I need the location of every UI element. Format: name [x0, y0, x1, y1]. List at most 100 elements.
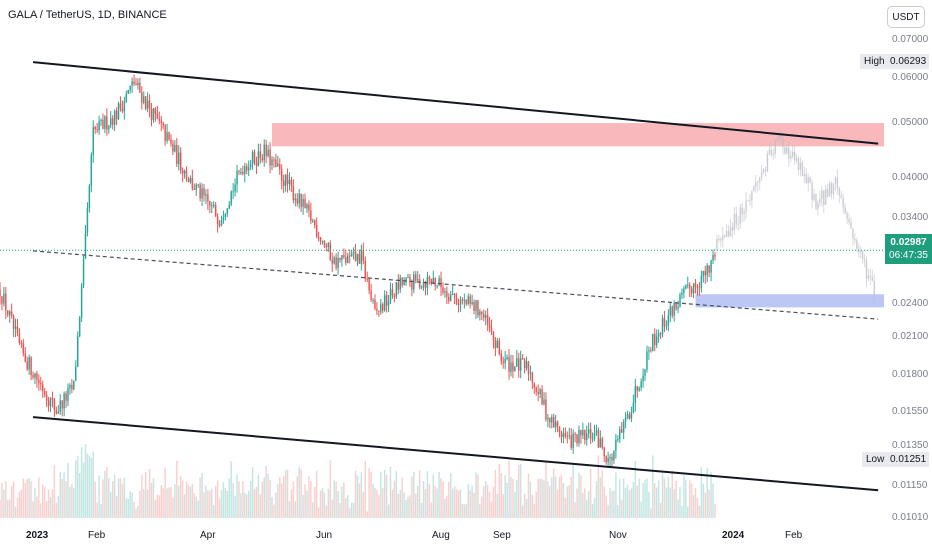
volume-bar	[16, 498, 19, 518]
volume-bar	[663, 478, 666, 518]
price-tick-label: 0.01800	[892, 369, 929, 381]
candle-body	[280, 169, 283, 181]
volume-bar	[622, 478, 625, 518]
volume-bar	[523, 493, 526, 518]
volume-bar	[185, 481, 188, 518]
volume-bar	[586, 499, 588, 518]
volume-bar	[556, 489, 559, 518]
volume-bar	[174, 484, 176, 518]
volume-bar	[277, 484, 279, 518]
volume-bar	[160, 485, 162, 518]
candle-body	[26, 361, 28, 370]
candle-body	[516, 358, 518, 367]
volume-bar	[53, 465, 56, 518]
candle-body	[284, 174, 287, 186]
candle-body	[88, 185, 91, 208]
candle-body	[486, 315, 489, 325]
volume-bar	[290, 489, 293, 518]
volume-bar	[34, 487, 36, 518]
candle-body	[354, 251, 357, 261]
volume-bar	[296, 476, 298, 518]
projection-candle-body	[836, 177, 839, 189]
candle-body	[164, 125, 166, 141]
volume-bar	[490, 501, 493, 518]
volume-bar	[626, 484, 629, 518]
current-price-value: 0.02987	[890, 237, 927, 248]
volume-bar	[702, 483, 705, 518]
candle-body	[642, 375, 644, 382]
volume-bar	[111, 481, 114, 518]
candle-body	[321, 240, 324, 242]
volume-bar	[434, 486, 436, 518]
volume-bar	[593, 498, 596, 518]
projection-candle-body	[776, 139, 778, 141]
volume-bar	[648, 492, 650, 518]
volume-bar	[628, 490, 631, 518]
volume-bar	[214, 485, 217, 518]
candle-body	[378, 310, 380, 312]
volume-bar	[197, 500, 199, 518]
candle-body	[317, 236, 320, 238]
projection-candle-body	[842, 197, 844, 208]
candle-body	[430, 279, 433, 283]
candle-body	[434, 277, 436, 286]
time-tick-label: Sep	[493, 530, 511, 541]
candle-body	[80, 285, 83, 318]
candle-body	[533, 382, 536, 388]
volume-bar	[73, 487, 75, 518]
candle-body	[543, 399, 545, 405]
volume-bar	[506, 482, 508, 518]
candle-body	[38, 379, 40, 383]
candle-body	[665, 325, 668, 327]
candle-body	[290, 179, 293, 187]
volume-bar	[420, 502, 423, 518]
candle-body	[418, 279, 421, 288]
candle-body	[652, 333, 654, 352]
volume-bar	[61, 479, 63, 518]
price-tick-label: 0.01150	[892, 479, 928, 491]
candle-body	[139, 82, 141, 93]
volume-bar	[687, 506, 689, 518]
volume-bar	[86, 453, 89, 518]
volume-bar	[71, 483, 73, 518]
candle-body	[269, 149, 271, 166]
volume-bar	[226, 490, 229, 518]
candle-body	[438, 278, 440, 286]
candle-body	[125, 93, 128, 102]
volume-bar	[94, 481, 96, 518]
candle-body	[467, 296, 469, 304]
volume-bar	[108, 478, 110, 518]
candle-body	[209, 201, 211, 206]
candle-body	[123, 101, 126, 112]
volume-bar	[510, 476, 512, 518]
candle-body	[638, 387, 640, 391]
candle-body	[591, 438, 594, 440]
volume-bar	[288, 501, 291, 518]
candle-body	[494, 340, 497, 348]
candle-body	[514, 366, 516, 372]
volume-bar	[317, 507, 320, 518]
volume-bar	[698, 505, 701, 518]
volume-bar	[308, 476, 310, 518]
currency-button[interactable]: USDT	[887, 6, 925, 28]
volume-bar	[426, 471, 429, 518]
candle-body	[16, 326, 19, 334]
candle-body	[49, 397, 52, 407]
volume-bar	[572, 463, 574, 518]
volume-bar	[387, 504, 390, 518]
volume-bar	[333, 480, 335, 518]
projection-candle-body	[869, 275, 872, 278]
candle-body	[692, 283, 695, 294]
candle-body	[51, 397, 54, 400]
volume-bar	[418, 470, 421, 518]
candle-body	[104, 116, 106, 129]
volume-bar	[271, 496, 273, 518]
candle-body	[473, 302, 475, 311]
price-tick-label: 0.06000	[892, 72, 929, 84]
volume-bar	[12, 481, 15, 518]
candle-body	[310, 210, 312, 221]
volume-bar	[543, 480, 545, 518]
candle-body	[461, 299, 464, 301]
candle-body	[323, 240, 326, 247]
